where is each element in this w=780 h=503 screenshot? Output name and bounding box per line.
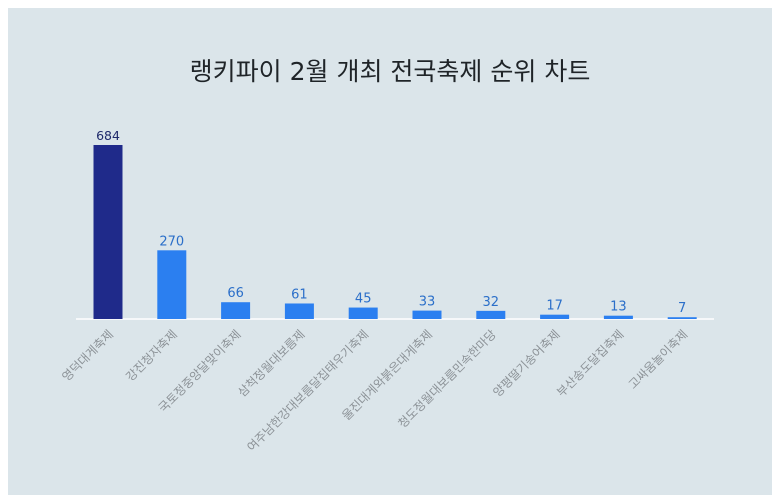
chart-background <box>8 8 772 495</box>
bar-3 <box>221 302 251 319</box>
value-label-8: 17 <box>546 299 563 314</box>
category-label-4: 삼척정월대보름제 <box>235 327 307 399</box>
category-label-9: 부산송도달집축제 <box>554 327 626 399</box>
value-label-6: 33 <box>419 295 436 310</box>
bar-2 <box>157 250 187 319</box>
bar-6 <box>412 310 442 319</box>
value-label-1: 684 <box>96 128 120 143</box>
category-label-8: 양평딸기송어축제 <box>490 327 562 399</box>
bar-7 <box>476 310 506 319</box>
value-label-4: 61 <box>291 287 308 302</box>
value-label-7: 32 <box>483 295 500 310</box>
value-label-5: 45 <box>355 292 372 307</box>
chart-title: 랭키파이 2월 개최 전국축제 순위 차트 <box>189 57 591 86</box>
bar-9 <box>603 315 633 319</box>
value-label-2: 270 <box>159 234 184 249</box>
bar-1 <box>93 145 123 319</box>
value-label-9: 13 <box>610 300 627 315</box>
category-label-1: 영덕대게축제 <box>59 327 116 384</box>
bar-8 <box>540 314 570 319</box>
value-label-3: 66 <box>227 286 244 301</box>
category-label-2: 강진청자축제 <box>123 327 180 384</box>
category-label-5: 여주남한강대보름달집태우기축제 <box>244 327 371 454</box>
value-label-10: 7 <box>678 301 686 316</box>
category-label-10: 고싸움놀이축제 <box>626 327 691 392</box>
bar-10 <box>667 317 697 319</box>
bar-5 <box>348 307 378 319</box>
bar-4 <box>284 303 314 319</box>
